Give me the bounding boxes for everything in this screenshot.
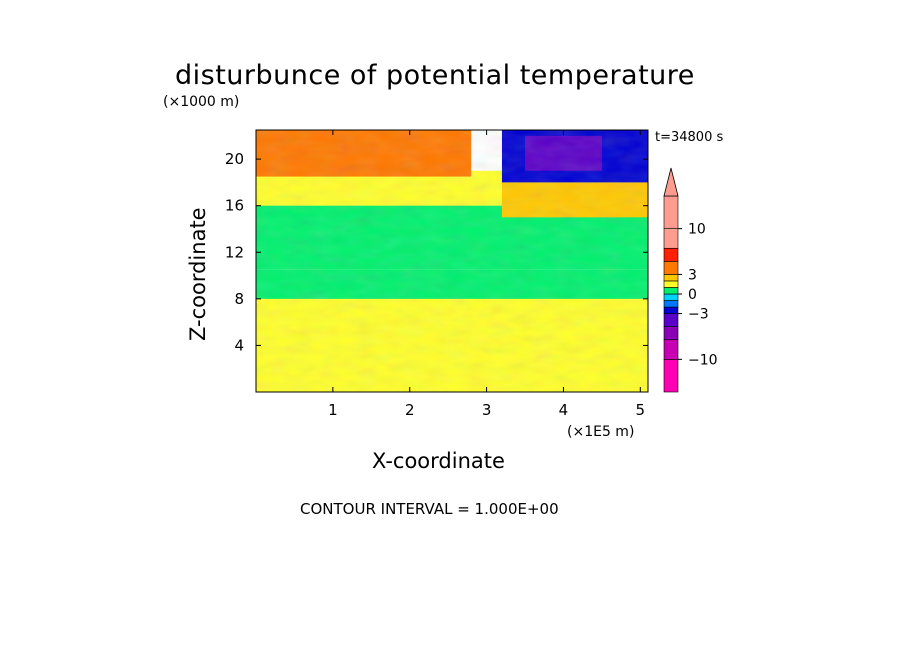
y-axis: 4 8 12 16 20	[225, 150, 648, 354]
y-unit-label: (×1000 m)	[163, 94, 240, 110]
y-tick-label: 16	[225, 197, 244, 215]
colorbar-tick-label: 3	[688, 267, 697, 283]
colorbar-swatch	[663, 228, 679, 249]
x-tick-label: 4	[559, 401, 569, 419]
colorbar-tick-label: 10	[688, 222, 706, 238]
x-unit-label: (×1E5 m)	[567, 424, 635, 440]
colorbar-swatch	[663, 287, 679, 295]
colorbar-swatch	[663, 359, 679, 393]
y-tick-label: 12	[225, 243, 244, 261]
x-tick-label: 5	[636, 401, 646, 419]
colorbar-tick-label: −3	[688, 307, 709, 323]
colorbar-swatch	[663, 280, 679, 288]
time-annotation: t=34800 s	[655, 130, 724, 145]
contour-interval-note: CONTOUR INTERVAL = 1.000E+00	[300, 500, 559, 518]
colorbar-swatch	[663, 339, 679, 360]
colorbar-swatch	[663, 306, 679, 314]
colorbar-tick-label: 0	[688, 287, 697, 303]
colorbar-tick-label: −10	[688, 352, 718, 368]
colorbar-swatch	[663, 326, 679, 341]
field-texture	[256, 130, 648, 392]
x-axis: 1 2 3 4 5	[328, 130, 645, 419]
colorbar-swatch	[663, 274, 679, 282]
colorbar-swatch	[663, 261, 679, 275]
y-axis-label: Z-coordinate	[186, 207, 210, 341]
x-tick-label: 2	[405, 401, 415, 419]
plot-frame	[255, 129, 649, 393]
colorbar-swatch	[663, 313, 679, 327]
y-tick-label: 8	[234, 290, 244, 308]
colorbar-swatch	[663, 293, 679, 301]
x-tick-label: 3	[482, 401, 492, 419]
colorbar-swatch	[663, 247, 679, 262]
x-axis-label: X-coordinate	[372, 449, 505, 473]
x-tick-label: 1	[328, 401, 338, 419]
y-tick-label: 20	[225, 150, 244, 168]
y-tick-label: 4	[234, 336, 244, 354]
plot-area	[256, 130, 648, 392]
colorbar-swatch	[663, 300, 679, 308]
colorbar-extend-arrow	[663, 167, 679, 197]
chart-title: disturbunce of potential temperature	[175, 60, 695, 91]
colorbar: 10 3 0 −3 −10	[663, 167, 718, 393]
colorbar-swatch	[663, 195, 679, 229]
